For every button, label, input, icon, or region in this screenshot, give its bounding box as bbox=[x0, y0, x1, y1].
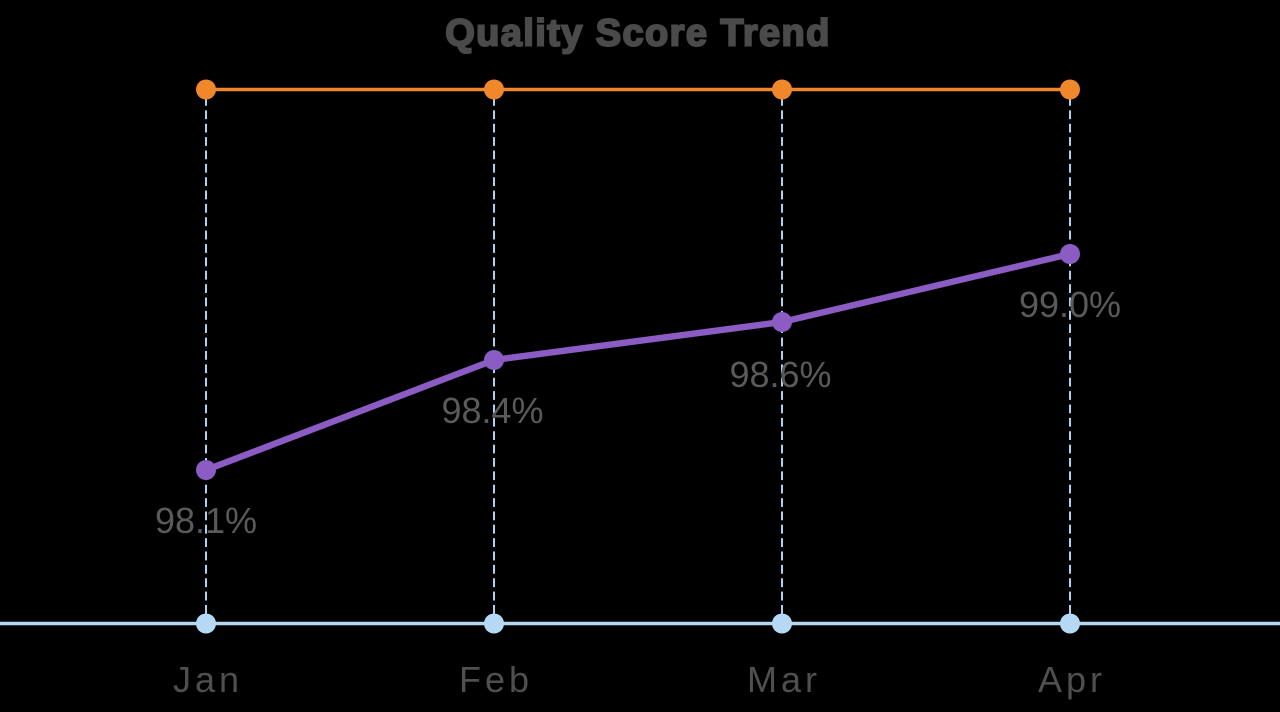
svg-text:Quality Score Trend: Quality Score Trend bbox=[445, 13, 831, 55]
svg-text:99.0%: 99.0% bbox=[1019, 284, 1121, 325]
svg-text:Apr: Apr bbox=[1038, 659, 1106, 700]
svg-text:Mar: Mar bbox=[747, 659, 821, 700]
svg-text:98.4%: 98.4% bbox=[441, 390, 543, 431]
svg-text:98.1%: 98.1% bbox=[155, 500, 257, 541]
svg-text:98.6%: 98.6% bbox=[729, 354, 831, 395]
svg-text:Feb: Feb bbox=[459, 659, 533, 700]
svg-text:Jan: Jan bbox=[173, 659, 243, 700]
